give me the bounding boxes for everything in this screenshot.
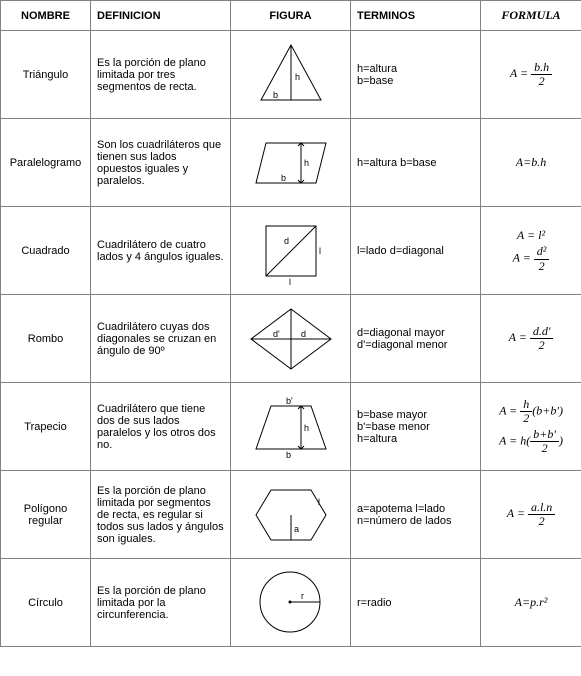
table-row: Círculo Es la porción de plano limitada … xyxy=(1,559,581,647)
header-definicion: DEFINICION xyxy=(91,1,231,31)
cell-nombre: Círculo xyxy=(1,559,91,647)
cell-nombre: Triángulo xyxy=(1,31,91,119)
svg-text:b: b xyxy=(281,173,286,183)
cell-formula: A = a.l.n2 xyxy=(481,471,581,559)
cell-figura: h b xyxy=(231,31,351,119)
svg-text:l: l xyxy=(319,246,321,256)
geometry-table: NOMBRE DEFINICION FIGURA TERMINOS FORMUL… xyxy=(0,0,581,647)
svg-text:d: d xyxy=(301,329,306,339)
table-row: Cuadrado Cuadrilátero de cuatro lados y … xyxy=(1,207,581,295)
cell-nombre: Cuadrado xyxy=(1,207,91,295)
svg-text:h: h xyxy=(304,423,309,433)
cell-nombre: Trapecio xyxy=(1,383,91,471)
header-figura: FIGURA xyxy=(231,1,351,31)
cell-terminos: b=base mayorb'=base menorh=altura xyxy=(351,383,481,471)
cell-terminos: l=lado d=diagonal xyxy=(351,207,481,295)
cell-definicion: Es la porción de plano limitada por tres… xyxy=(91,31,231,119)
parallelogram-icon: h b xyxy=(246,133,336,193)
cell-nombre: Paralelogramo xyxy=(1,119,91,207)
svg-text:a: a xyxy=(294,524,299,534)
cell-formula: A = d.d'2 xyxy=(481,295,581,383)
cell-formula: A = b.h2 xyxy=(481,31,581,119)
formula-text: A = a.l.n2 xyxy=(507,506,556,520)
formula-text-1: A = h2(b+b') xyxy=(487,398,575,425)
formula-text-2: A = d²2 xyxy=(487,245,575,272)
svg-text:b': b' xyxy=(286,396,293,406)
cell-formula: A = l² A = d²2 xyxy=(481,207,581,295)
square-icon: d l l xyxy=(256,216,326,286)
cell-definicion: Cuadrilátero que tiene dos de sus lados … xyxy=(91,383,231,471)
rhombus-icon: d' d xyxy=(246,304,336,374)
svg-text:d': d' xyxy=(273,329,280,339)
cell-definicion: Cuadrilátero de cuatro lados y 4 ángulos… xyxy=(91,207,231,295)
table-row: Paralelogramo Son los cuadriláteros que … xyxy=(1,119,581,207)
formula-text-2: A = h(b+b'2) xyxy=(487,428,575,455)
cell-definicion: Es la porción de plano limitada por la c… xyxy=(91,559,231,647)
cell-figura: d l l xyxy=(231,207,351,295)
svg-text:b: b xyxy=(273,90,278,100)
cell-terminos: d=diagonal mayord'=diagonal menor xyxy=(351,295,481,383)
cell-formula: A=b.h xyxy=(481,119,581,207)
formula-text: A = d.d'2 xyxy=(509,330,554,344)
cell-terminos: h=alturab=base xyxy=(351,31,481,119)
trapezoid-icon: b' h b xyxy=(246,394,336,459)
hexagon-icon: l a xyxy=(246,480,336,550)
cell-figura: d' d xyxy=(231,295,351,383)
header-row: NOMBRE DEFINICION FIGURA TERMINOS FORMUL… xyxy=(1,1,581,31)
cell-formula: A = h2(b+b') A = h(b+b'2) xyxy=(481,383,581,471)
table-row: Rombo Cuadrilátero cuyas dos diagonales … xyxy=(1,295,581,383)
cell-terminos: h=altura b=base xyxy=(351,119,481,207)
table-row: Trapecio Cuadrilátero que tiene dos de s… xyxy=(1,383,581,471)
cell-nombre: Rombo xyxy=(1,295,91,383)
triangle-icon: h b xyxy=(251,40,331,110)
cell-figura: b' h b xyxy=(231,383,351,471)
circle-icon: r xyxy=(253,565,328,640)
cell-definicion: Es la porción de plano limitada por segm… xyxy=(91,471,231,559)
header-nombre: NOMBRE xyxy=(1,1,91,31)
svg-text:b: b xyxy=(286,450,291,459)
svg-text:d: d xyxy=(284,236,289,246)
cell-nombre: Polígono regular xyxy=(1,471,91,559)
svg-text:h: h xyxy=(304,158,309,168)
table-row: Triángulo Es la porción de plano limitad… xyxy=(1,31,581,119)
svg-text:l: l xyxy=(289,277,291,286)
cell-terminos: r=radio xyxy=(351,559,481,647)
header-formula: FORMULA xyxy=(481,1,581,31)
svg-text:r: r xyxy=(301,591,304,601)
cell-definicion: Cuadrilátero cuyas dos diagonales se cru… xyxy=(91,295,231,383)
cell-terminos: a=apotema l=ladon=número de lados xyxy=(351,471,481,559)
cell-figura: l a xyxy=(231,471,351,559)
cell-figura: r xyxy=(231,559,351,647)
svg-text:h: h xyxy=(295,72,300,82)
cell-definicion: Son los cuadriláteros que tienen sus lad… xyxy=(91,119,231,207)
table-row: Polígono regular Es la porción de plano … xyxy=(1,471,581,559)
formula-text: A = b.h2 xyxy=(510,66,552,80)
cell-formula: A=p.r² xyxy=(481,559,581,647)
formula-text-1: A = l² xyxy=(487,228,575,243)
header-terminos: TERMINOS xyxy=(351,1,481,31)
cell-figura: h b xyxy=(231,119,351,207)
svg-text:l: l xyxy=(318,497,320,507)
